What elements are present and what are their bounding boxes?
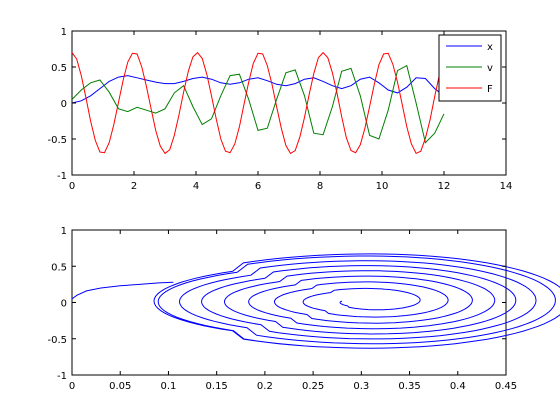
bottom-xtick-label: 0.3 bbox=[353, 381, 369, 392]
bottom-xtick-label: 0 bbox=[69, 381, 75, 392]
top-xtick-label: 8 bbox=[317, 181, 323, 192]
top-ytick-label: -1 bbox=[57, 171, 67, 182]
top-xtick-label: 4 bbox=[193, 181, 199, 192]
phase-spiral bbox=[153, 253, 560, 349]
top-ytick-label: -0.5 bbox=[47, 135, 67, 146]
bottom-ytick-label: 0 bbox=[61, 299, 67, 310]
bottom-xtick-label: 0.45 bbox=[495, 381, 517, 392]
legend: x v F bbox=[438, 34, 502, 102]
series-line-v bbox=[71, 64, 445, 144]
bottom-ytick-label: 1 bbox=[61, 226, 67, 237]
bottom-xtick-label: 0.1 bbox=[160, 381, 176, 392]
top-axes-ticks: 0 2 4 6 8 10 12 14 -1 -0.5 0 0.5 1 bbox=[47, 27, 512, 192]
top-xtick-label: 0 bbox=[69, 181, 75, 192]
bottom-axes-series bbox=[71, 253, 560, 349]
top-xtick-label: 12 bbox=[438, 181, 451, 192]
legend-label-v: v bbox=[487, 63, 493, 74]
top-ytick-label: 1 bbox=[61, 27, 67, 38]
top-xtick-label: 10 bbox=[376, 181, 389, 192]
bottom-axes: 0 0.05 0.1 0.15 0.2 0.25 0.3 0.35 0.4 0.45 -1 -0.5 0… bbox=[47, 226, 560, 392]
bottom-ytick-label: 0.5 bbox=[51, 262, 67, 273]
bottom-xtick-label: 0.4 bbox=[450, 381, 466, 392]
top-axes-series bbox=[71, 51, 445, 155]
bottom-xtick-label: 0.35 bbox=[398, 381, 420, 392]
series-line-f bbox=[71, 51, 445, 155]
bottom-xtick-label: 0.2 bbox=[257, 381, 273, 392]
series-line-x bbox=[71, 75, 445, 104]
legend-label-f: F bbox=[487, 84, 493, 95]
bottom-xtick-label: 0.25 bbox=[302, 381, 324, 392]
bottom-xtick-label: 0.05 bbox=[109, 381, 131, 392]
bottom-xtick-label: 0.15 bbox=[206, 381, 228, 392]
top-xtick-label: 6 bbox=[255, 181, 261, 192]
phase-lead-in bbox=[71, 281, 174, 300]
top-ytick-label: 0.5 bbox=[51, 63, 67, 74]
bottom-axes-frame bbox=[71, 229, 507, 376]
top-ytick-label: 0 bbox=[61, 99, 67, 110]
top-axes: 0 2 4 6 8 10 12 14 -1 -0.5 0 0.5 1 x v F bbox=[47, 27, 512, 192]
bottom-axes-ticks: 0 0.05 0.1 0.15 0.2 0.25 0.3 0.35 0.4 0.45 -1 -0.5 0… bbox=[47, 226, 517, 392]
top-xtick-label: 14 bbox=[500, 181, 513, 192]
top-xtick-label: 2 bbox=[131, 181, 137, 192]
bottom-ytick-label: -1 bbox=[57, 371, 67, 382]
legend-label-x: x bbox=[487, 42, 493, 53]
bottom-ytick-label: -0.5 bbox=[47, 335, 67, 346]
